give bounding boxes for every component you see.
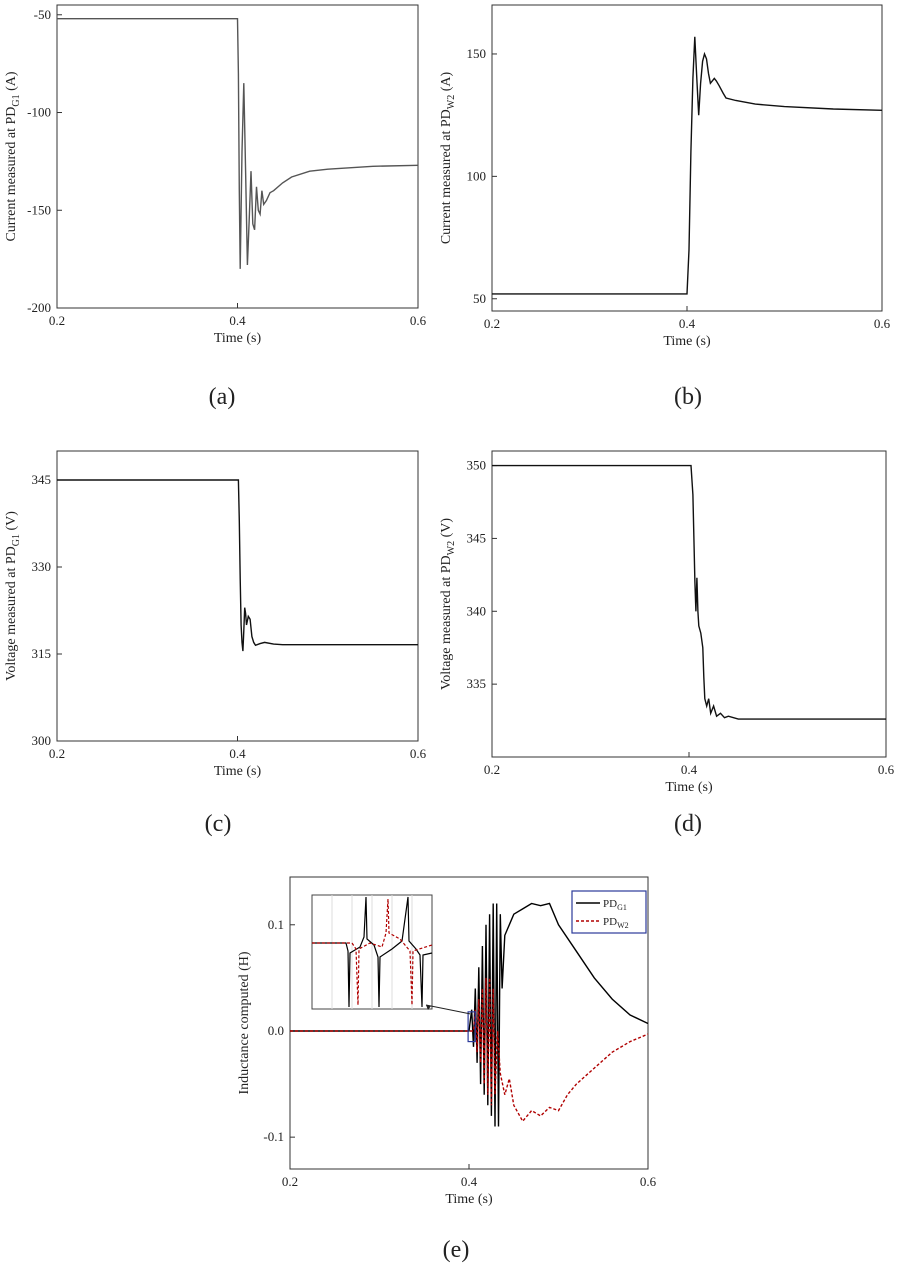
y-axis-label-text: Voltage measured at PD <box>439 555 454 690</box>
x-axis-label: Time (s) <box>214 331 262 346</box>
y-axis-label-sub: G1 <box>11 534 22 546</box>
y-axis-label: Voltage measured at PDW2 (V) <box>439 518 457 690</box>
series-line-2 <box>290 977 648 1123</box>
plot-frame <box>491 450 887 758</box>
y-tick-label: 335 <box>467 676 487 691</box>
inset-line-1 <box>312 896 433 1008</box>
x-axis-label: Time (s) <box>445 1192 493 1207</box>
y-tick-label: 50 <box>473 291 486 306</box>
y-axis-label-text: Inductance computed (H) <box>237 951 252 1094</box>
plot-frame <box>56 450 419 742</box>
legend-label-text: PD <box>603 898 617 910</box>
x-tick-label: 0.6 <box>640 1174 657 1189</box>
x-tick-label: 0.2 <box>49 746 65 761</box>
y-axis-label: Current measured at PDW2 (A) <box>439 72 457 245</box>
inset-arrow-head <box>426 1005 431 1010</box>
y-axis-label: Current measured at PDG1 (A) <box>4 71 22 241</box>
panel-caption: (e) <box>443 1237 470 1263</box>
legend-box <box>571 890 647 934</box>
y-tick-label: 100 <box>467 168 487 183</box>
x-tick-label: 0.4 <box>681 762 698 777</box>
series-line-1 <box>492 36 882 295</box>
y-axis-label-sub: W2 <box>446 541 457 555</box>
chart-e: 0.2 0.4 0.6 -0.1 0.0 0.1 Time (s) Inductance co… <box>237 876 657 1263</box>
legend-label-text: PD <box>603 916 617 928</box>
x-tick-label: 0.6 <box>878 762 895 777</box>
y-tick-label: 345 <box>32 472 52 487</box>
y-tick-label: 150 <box>467 46 487 61</box>
inset-line-2 <box>312 898 433 1006</box>
y-axis-label-text: Current measured at PD <box>439 109 454 244</box>
chart-d: 0.2 0.4 0.6 335 340 345 350 Time (s) Voltage mea… <box>439 450 895 837</box>
x-tick-label: 0.2 <box>484 316 500 331</box>
y-tick-label: -200 <box>27 300 51 315</box>
x-tick-label: 0.4 <box>229 746 246 761</box>
series-line-1 <box>57 18 418 269</box>
x-tick-label: 0.2 <box>49 313 65 328</box>
y-tick-label: 300 <box>32 733 52 748</box>
y-axis-label: Voltage measured at PDG1 (V) <box>4 511 22 681</box>
inset-arrow <box>425 1004 471 1015</box>
y-axis-label-unit: (A) <box>439 72 454 95</box>
y-tick-label: -0.1 <box>263 1129 284 1144</box>
y-tick-label: 345 <box>467 530 487 545</box>
legend-label-sub: G1 <box>617 903 627 912</box>
y-axis-label-unit: (V) <box>439 518 454 541</box>
series-line-1 <box>57 479 418 652</box>
y-axis-label-unit: (A) <box>4 71 19 94</box>
y-tick-label: 0.0 <box>268 1023 284 1038</box>
panel-caption: (a) <box>209 384 236 410</box>
x-tick-label: 0.6 <box>874 316 891 331</box>
panel-caption: (d) <box>674 811 702 837</box>
chart-c: 0.2 0.4 0.6 300 315 330 345 Time (s) Voltage mea… <box>4 450 427 837</box>
y-tick-label: 340 <box>467 603 487 618</box>
x-tick-label: 0.4 <box>461 1174 478 1189</box>
y-axis-label-text: Voltage measured at PD <box>4 546 19 681</box>
y-tick-label: 350 <box>467 458 487 473</box>
panel-caption: (c) <box>205 811 232 837</box>
y-tick-label: -100 <box>27 105 51 120</box>
y-axis-label: Inductance computed (H) <box>237 951 252 1094</box>
panel-caption: (b) <box>674 384 702 410</box>
legend-label: PDW2 <box>603 916 629 930</box>
x-tick-label: 0.4 <box>229 313 246 328</box>
y-tick-label: 0.1 <box>268 917 284 932</box>
x-tick-label: 0.6 <box>410 746 427 761</box>
x-tick-label: 0.4 <box>679 316 696 331</box>
x-axis-label: Time (s) <box>214 764 262 779</box>
x-axis-label: Time (s) <box>665 780 713 795</box>
y-tick-label: 315 <box>32 646 52 661</box>
y-axis-label-sub: W2 <box>446 95 457 109</box>
chart-b: 0.2 0.4 0.6 50 100 150 Time (s) Current measure… <box>439 4 891 410</box>
zoom-box <box>467 1011 476 1043</box>
series-line-1 <box>290 902 648 1127</box>
x-tick-label: 0.2 <box>484 762 500 777</box>
y-axis-label-text: Current measured at PD <box>4 107 19 242</box>
x-tick-label: 0.6 <box>410 313 427 328</box>
y-axis-label-unit: (V) <box>4 511 19 534</box>
x-tick-label: 0.2 <box>282 1174 298 1189</box>
y-tick-label: 330 <box>32 559 52 574</box>
chart-a: 0.2 0.4 0.6 -200 -150 -100 -50 Time (s) Current … <box>4 4 427 410</box>
plot-frame <box>491 4 883 312</box>
y-tick-label: -150 <box>27 202 51 217</box>
x-axis-label: Time (s) <box>663 334 711 349</box>
series-line-1 <box>492 464 886 720</box>
y-tick-label: -50 <box>34 7 51 22</box>
y-axis-label-sub: G1 <box>11 94 22 106</box>
legend-label-sub: W2 <box>617 921 629 930</box>
legend-label: PDG1 <box>603 898 627 912</box>
